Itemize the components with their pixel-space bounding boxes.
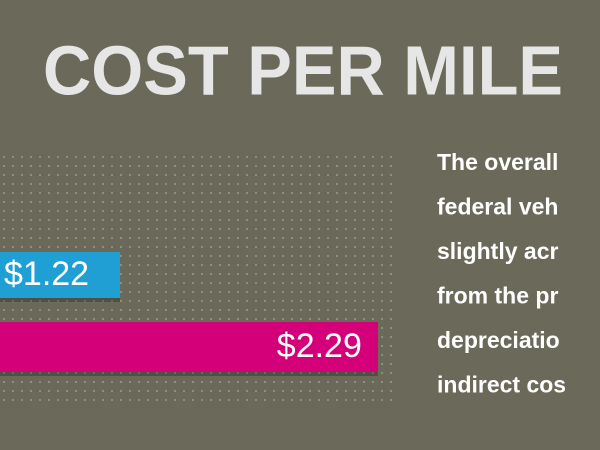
annotation-line: depreciatio: [437, 327, 560, 353]
annotation-line: indirect cos: [437, 372, 566, 398]
bar: [0, 322, 378, 372]
annotation-line: from the pr: [437, 283, 558, 309]
value-label: $1.22: [4, 255, 89, 293]
bar: [0, 252, 121, 298]
annotation-line: federal veh: [437, 194, 558, 220]
chart-title: COST PER MILE: [43, 31, 563, 109]
annotation-line: slightly acr: [437, 238, 558, 264]
annotation-line: The overall: [437, 149, 558, 175]
value-label: $2.29: [277, 327, 362, 365]
